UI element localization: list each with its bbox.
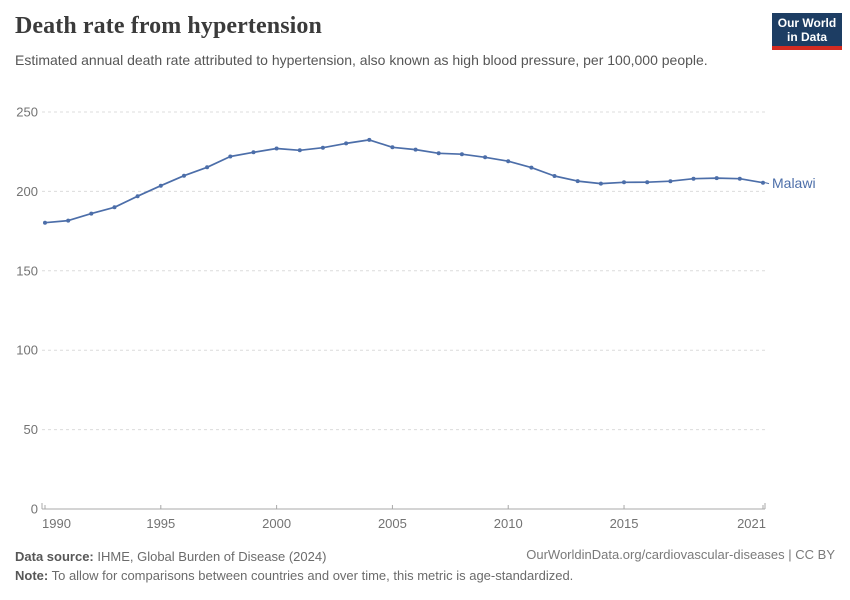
- data-point[interactable]: [66, 218, 71, 223]
- x-tick-label: 2000: [262, 516, 291, 531]
- y-axis-labels: 0 50 100 150 200 250: [16, 105, 38, 517]
- data-source-label: Data source:: [15, 549, 94, 564]
- y-tick-label: 250: [16, 105, 38, 120]
- series-label-connector: [764, 182, 770, 185]
- chart-subtitle: Estimated annual death rate attributed t…: [15, 52, 708, 68]
- y-tick-label: 50: [24, 422, 38, 437]
- data-point[interactable]: [112, 205, 117, 210]
- gridlines: [42, 111, 765, 431]
- x-tick-label: 2005: [378, 516, 407, 531]
- data-point[interactable]: [761, 180, 765, 185]
- series-malawi[interactable]: Malawi: [43, 137, 816, 225]
- data-point[interactable]: [390, 145, 395, 150]
- owid-logo-line2: in Data: [786, 30, 827, 44]
- data-point[interactable]: [205, 165, 210, 170]
- data-point[interactable]: [691, 176, 696, 181]
- y-tick-label: 100: [16, 343, 38, 358]
- data-point[interactable]: [274, 146, 279, 151]
- note-label: Note:: [15, 568, 49, 583]
- y-tick-label: 200: [16, 184, 38, 199]
- citation-url: OurWorldinData.org/cardiovascular-diseas…: [526, 547, 835, 562]
- data-point[interactable]: [228, 154, 233, 159]
- data-point[interactable]: [297, 148, 302, 153]
- data-point[interactable]: [367, 137, 372, 142]
- note-value: To allow for comparisons between countri…: [48, 568, 574, 583]
- x-tick-label: 1990: [42, 516, 71, 531]
- x-tick-label: 2010: [494, 516, 523, 531]
- data-point[interactable]: [182, 173, 186, 178]
- series-label[interactable]: Malawi: [772, 175, 816, 191]
- data-point[interactable]: [459, 152, 464, 157]
- chart-footer-notes: Data source: IHME, Global Burden of Dise…: [15, 547, 573, 585]
- owid-logo-line1: Our World: [777, 16, 837, 30]
- data-point[interactable]: [622, 180, 626, 185]
- data-line[interactable]: [44, 139, 764, 224]
- y-tick-label: 150: [16, 263, 38, 278]
- data-point[interactable]: [506, 159, 511, 164]
- data-point[interactable]: [483, 155, 488, 160]
- data-point[interactable]: [43, 220, 47, 225]
- data-point[interactable]: [645, 180, 650, 185]
- data-source-value: IHME, Global Burden of Disease (2024): [93, 549, 327, 564]
- data-point[interactable]: [552, 174, 557, 178]
- data-point[interactable]: [413, 147, 418, 152]
- data-point[interactable]: [320, 145, 325, 150]
- x-tick-label: 1995: [146, 516, 175, 531]
- y-tick-label: 0: [31, 502, 38, 517]
- owid-logo[interactable]: Our World in Data: [772, 13, 842, 50]
- data-point[interactable]: [668, 179, 673, 184]
- data-point[interactable]: [251, 150, 256, 155]
- data-point[interactable]: [714, 176, 719, 181]
- x-tick-label: 2015: [610, 516, 639, 531]
- page-title: Death rate from hypertension: [15, 13, 322, 39]
- note-line: Note: To allow for comparisons between c…: [15, 566, 573, 585]
- data-point[interactable]: [598, 181, 603, 186]
- data-point[interactable]: [135, 194, 140, 199]
- data-point[interactable]: [344, 141, 349, 146]
- data-point[interactable]: [436, 151, 441, 156]
- x-tick-label: 2021: [737, 516, 766, 531]
- data-point[interactable]: [737, 176, 742, 181]
- data-source-line: Data source: IHME, Global Burden of Dise…: [15, 547, 573, 566]
- data-point[interactable]: [89, 211, 94, 216]
- data-point[interactable]: [529, 165, 534, 170]
- x-axis: 1990 1995 2000 2005 2010 2015 2021: [41, 503, 766, 531]
- data-point[interactable]: [575, 179, 580, 184]
- data-point[interactable]: [158, 183, 163, 188]
